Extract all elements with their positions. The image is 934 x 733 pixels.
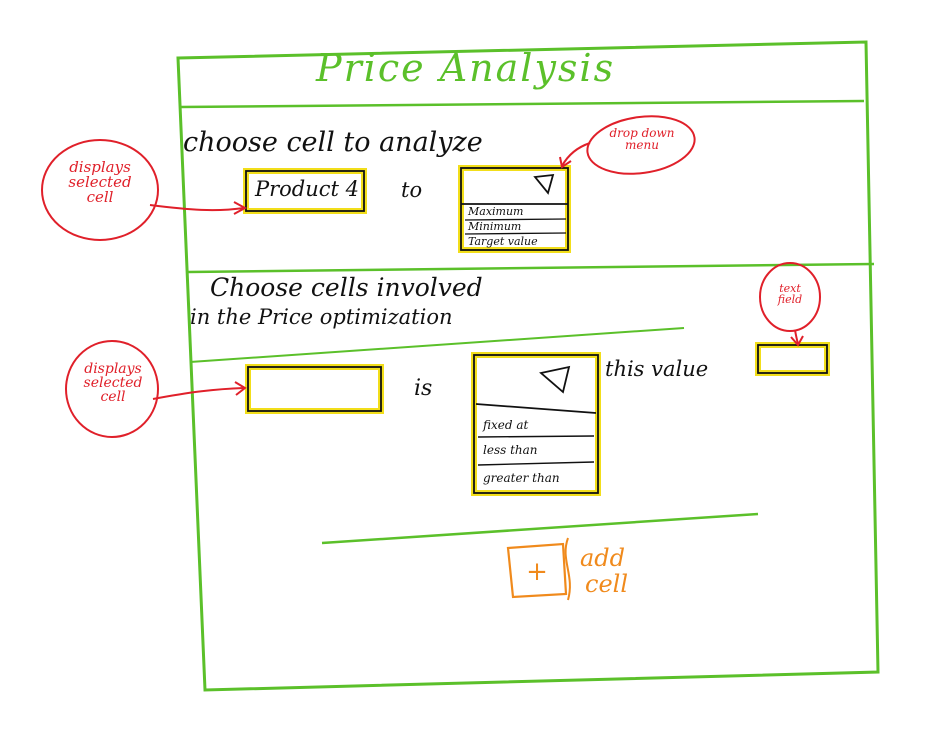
annotation-bubble-dropdown-menu — [586, 115, 696, 175]
dropdown-1-arrow-icon — [533, 173, 555, 195]
this-value-label: this value — [605, 357, 709, 381]
target-dropdown[interactable] — [461, 168, 568, 204]
annotation-bubble-selected-cell-top — [41, 139, 159, 241]
dropdown-1-option-maximum[interactable]: Maximum — [468, 205, 524, 218]
dropdown-2-option-less-than[interactable]: less than — [483, 443, 538, 457]
selected-cell-value-1[interactable]: Product 4 — [255, 177, 360, 201]
constraint-dropdown[interactable] — [474, 355, 598, 407]
bottom-divider — [321, 512, 759, 545]
subsection-divider — [189, 327, 685, 363]
add-cell-label-line2: cell — [585, 570, 628, 598]
dropdown-1-option-minimum[interactable]: Minimum — [468, 220, 522, 233]
connector-to: to — [401, 178, 423, 202]
arrow-selected-cell-bottom — [152, 387, 245, 400]
section-2-heading-line2: in the Price optimization — [190, 305, 453, 329]
dropdown-2-option-greater-than[interactable]: greater than — [483, 471, 560, 485]
annotation-line: text — [779, 282, 801, 295]
dropdown-1-option-target-value[interactable]: Target value — [468, 235, 538, 248]
dropdown-2-arrow-icon — [539, 365, 571, 394]
selected-cell-value-2[interactable] — [248, 367, 381, 411]
dropdown-2-option-fixed-at[interactable]: fixed at — [483, 418, 529, 432]
arrow-dropdown-menu — [561, 142, 591, 167]
annotation-line: selected — [83, 375, 143, 391]
window-frame — [176, 40, 880, 692]
connector-is: is — [414, 376, 433, 401]
annotation-bubble-text-field — [759, 262, 821, 332]
annotation-line: cell — [100, 389, 126, 405]
annotation-line: field — [777, 293, 803, 306]
annotation-displays-selected-cell-bottom: displays selected cell — [68, 362, 158, 404]
annotation-displays-selected-cell-top: displays selected cell — [50, 160, 150, 205]
title-divider — [179, 99, 865, 109]
add-button-box — [506, 542, 568, 599]
annotation-line: selected — [68, 173, 132, 191]
add-cell-button[interactable]: + — [526, 557, 548, 587]
arrow-selected-cell-top — [149, 204, 245, 212]
add-cell-label-line1: add — [580, 544, 626, 572]
section-2-heading-line1: Choose cells involved — [210, 273, 483, 302]
annotation-line: cell — [86, 188, 114, 206]
section-divider — [187, 262, 875, 274]
annotation-text-field: text field — [762, 283, 818, 305]
page-title: Price Analysis — [316, 46, 616, 90]
annotation-bubble-selected-cell-bottom — [65, 340, 159, 438]
value-text-field[interactable] — [758, 345, 827, 373]
annotation-line: drop down — [609, 126, 675, 140]
section-1-heading: choose cell to analyze — [183, 127, 483, 158]
arrow-text-field — [794, 329, 799, 345]
annotation-line: displays — [84, 361, 142, 377]
annotation-line: menu — [625, 138, 659, 152]
annotation-dropdown-menu: drop down menu — [592, 127, 692, 151]
annotation-line: displays — [69, 158, 131, 176]
